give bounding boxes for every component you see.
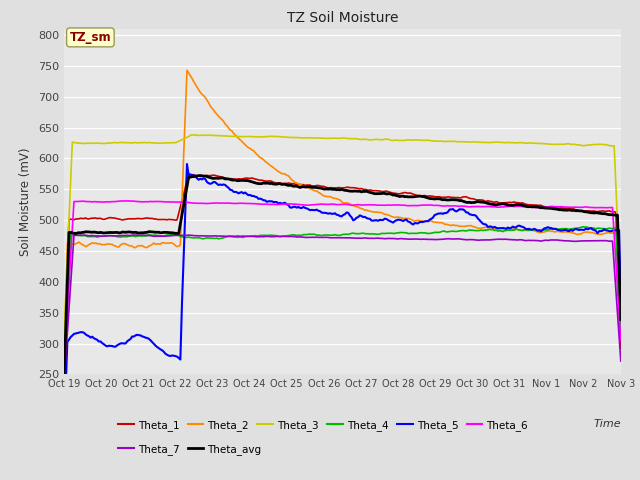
Y-axis label: Soil Moisture (mV): Soil Moisture (mV) <box>19 147 33 256</box>
Theta_4 <box>60 379 68 384</box>
Theta_5 <box>183 161 191 167</box>
Line: Theta_2: Theta_2 <box>64 70 621 386</box>
Theta_6 <box>185 200 193 205</box>
Theta_1 <box>228 176 236 181</box>
Theta_avg <box>228 177 236 183</box>
Theta_7 <box>517 237 525 243</box>
Theta_2 <box>228 128 236 134</box>
Line: Theta_6: Theta_6 <box>64 201 621 365</box>
Theta_1 <box>67 216 74 222</box>
Theta_3 <box>228 133 236 139</box>
Theta_2 <box>524 228 532 233</box>
Theta_3 <box>617 296 625 302</box>
Theta_7 <box>60 380 68 385</box>
Theta_4 <box>183 235 191 240</box>
Legend: Theta_7, Theta_avg: Theta_7, Theta_avg <box>114 440 266 459</box>
Theta_6 <box>228 200 236 206</box>
Theta_6 <box>67 253 74 259</box>
Theta_avg <box>196 173 204 179</box>
Theta_2 <box>67 241 74 247</box>
Theta_7 <box>228 234 236 240</box>
Line: Theta_4: Theta_4 <box>64 227 621 382</box>
Theta_1 <box>517 200 525 206</box>
Theta_5 <box>67 334 74 340</box>
Theta_6 <box>524 204 532 210</box>
Theta_3 <box>60 332 68 338</box>
Theta_1 <box>60 349 68 355</box>
Theta_4 <box>522 227 530 233</box>
Theta_5 <box>228 187 236 193</box>
Theta_5 <box>524 226 532 232</box>
Theta_2 <box>374 209 382 215</box>
Theta_5 <box>517 224 525 229</box>
Text: TZ_sm: TZ_sm <box>70 31 111 44</box>
Theta_3 <box>183 134 191 140</box>
Theta_6 <box>617 338 625 344</box>
Theta_1 <box>374 188 382 194</box>
Line: Theta_7: Theta_7 <box>64 235 621 383</box>
Theta_7 <box>67 281 74 287</box>
Theta_5 <box>374 218 382 224</box>
Theta_7 <box>132 232 140 238</box>
Theta_avg <box>374 191 382 196</box>
Theta_1 <box>524 202 532 207</box>
Line: Theta_5: Theta_5 <box>64 164 621 436</box>
Theta_2 <box>60 384 68 389</box>
Theta_avg <box>524 204 532 210</box>
Theta_1 <box>617 345 625 351</box>
Theta_6 <box>120 198 127 204</box>
Theta_6 <box>517 204 525 209</box>
Theta_7 <box>524 238 532 243</box>
Theta_7 <box>374 235 382 241</box>
Theta_2 <box>183 67 191 73</box>
Theta_5 <box>617 302 625 308</box>
Theta_avg <box>617 317 625 323</box>
Theta_1 <box>183 178 191 183</box>
Theta_avg <box>183 183 191 189</box>
Theta_4 <box>227 233 234 239</box>
Theta_2 <box>185 70 193 76</box>
Theta_3 <box>67 178 74 184</box>
Theta_3 <box>188 132 196 138</box>
Line: Theta_avg: Theta_avg <box>64 176 621 380</box>
Theta_4 <box>372 231 380 237</box>
Theta_4 <box>579 224 586 229</box>
Theta_7 <box>185 232 193 238</box>
Theta_avg <box>67 229 74 235</box>
Theta_5 <box>60 433 68 439</box>
Theta_7 <box>617 358 625 364</box>
Theta_avg <box>517 202 525 208</box>
Theta_2 <box>517 227 525 233</box>
Theta_avg <box>60 377 68 383</box>
Theta_2 <box>617 305 625 311</box>
Theta_3 <box>524 140 532 146</box>
Title: TZ Soil Moisture: TZ Soil Moisture <box>287 11 398 25</box>
Theta_4 <box>617 337 625 343</box>
Theta_4 <box>516 227 524 233</box>
Theta_5 <box>185 172 193 178</box>
Theta_4 <box>67 232 74 238</box>
Theta_6 <box>60 362 68 368</box>
Line: Theta_3: Theta_3 <box>64 135 621 335</box>
Text: Time: Time <box>593 420 621 429</box>
Theta_3 <box>517 140 525 145</box>
Theta_6 <box>374 202 382 208</box>
Theta_3 <box>374 137 382 143</box>
Line: Theta_1: Theta_1 <box>64 174 621 352</box>
Theta_1 <box>185 171 193 177</box>
